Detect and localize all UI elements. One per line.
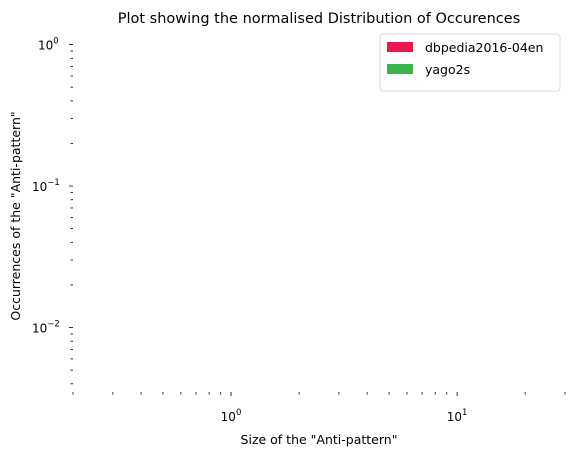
y-tick-label-exp: −1: [47, 178, 60, 188]
x-axis: 100 101: [72, 392, 566, 424]
x-tick-label-exp: 1: [462, 408, 467, 418]
y-tick-label-text: 100: [38, 37, 59, 53]
legend-swatch: [387, 42, 413, 52]
x-tick-label-text: 101: [447, 408, 468, 424]
x-tick-label-base: 10: [447, 410, 462, 424]
chart-title: Plot showing the normalised Distribution…: [118, 11, 521, 27]
y-tick-label: 100: [38, 37, 59, 53]
legend-swatch: [387, 64, 413, 74]
y-tick-label-exp: 0: [53, 37, 58, 47]
y-tick-label-text: 10−1: [32, 178, 60, 194]
x-tick-label: 100: [221, 408, 242, 424]
legend: dbpedia2016-04en yago2s: [379, 33, 561, 92]
y-tick-label-exp: −2: [47, 320, 60, 330]
y-axis-label: Occurrences of the "Anti-pattern": [8, 111, 23, 320]
x-axis-label: Size of the "Anti-pattern": [241, 432, 398, 447]
y-tick-label-text: 10−2: [32, 320, 60, 336]
y-tick-label: 10−1: [32, 178, 60, 194]
y-tick-label-base: 10: [32, 180, 47, 194]
x-tick-label-base: 10: [221, 410, 236, 424]
legend-label: yago2s: [425, 62, 470, 77]
legend-label: dbpedia2016-04en: [425, 40, 543, 55]
x-tick-label: 101: [447, 408, 468, 424]
legend-frame: [379, 33, 561, 92]
x-tick-label-exp: 0: [236, 408, 241, 418]
x-tick-label-text: 100: [221, 408, 242, 424]
y-tick-label: 10−2: [32, 320, 60, 336]
y-tick-label-base: 10: [38, 39, 53, 53]
y-tick-label-base: 10: [32, 322, 47, 336]
